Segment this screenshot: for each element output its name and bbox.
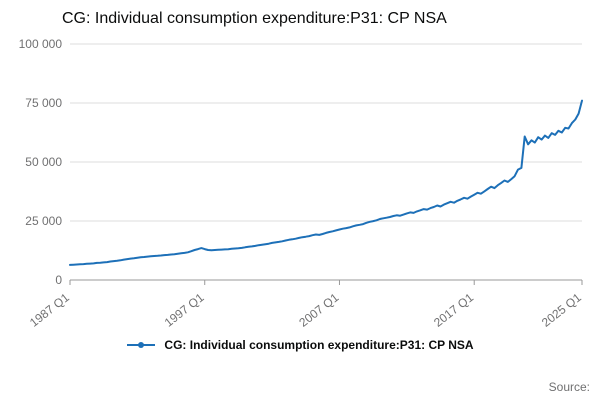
- y-axis-tick-label: 100 000: [19, 37, 63, 51]
- y-axis-tick-label: 75 000: [25, 96, 62, 110]
- x-axis-tick-label: 1987 Q1: [27, 290, 72, 330]
- y-axis-tick-label: 0: [55, 273, 62, 287]
- plot-area: 0 25 000 50 000 75 000 100 000 1987 Q1 1997 Q1…: [19, 37, 584, 330]
- y-axis-tick-label: 50 000: [25, 155, 62, 169]
- y-axis-tick-label: 25 000: [25, 214, 62, 228]
- x-axis-tick-label: 2007 Q1: [296, 290, 341, 330]
- legend-line-icon: [127, 342, 156, 348]
- x-axis-tick-label: 2017 Q1: [431, 290, 476, 330]
- x-axis-tick-label: 1997 Q1: [162, 290, 207, 330]
- series-line: [69, 99, 583, 266]
- legend: CG: Individual consumption expenditure:P…: [0, 332, 600, 358]
- x-axis-tick-label: 2025 Q1: [539, 290, 584, 330]
- source-label: Source:: [548, 380, 590, 394]
- legend-label: CG: Individual consumption expenditure:P…: [164, 338, 474, 352]
- chart-title: CG: Individual consumption expenditure:P…: [62, 10, 447, 27]
